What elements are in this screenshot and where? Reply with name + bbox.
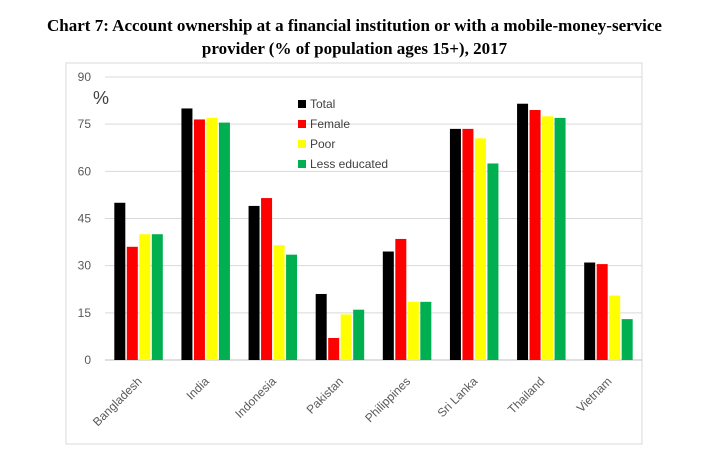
- bar: [395, 238, 407, 360]
- x-category-label: Sri Lanka: [435, 374, 481, 420]
- x-category-label: Vietnam: [574, 374, 615, 415]
- chart-title-line1: Chart 7: Account ownership at a financia…: [47, 16, 662, 35]
- x-category-label: Philippines: [362, 374, 413, 425]
- bar: [474, 138, 486, 360]
- x-category-label: Pakistan: [304, 374, 346, 416]
- x-category-label: India: [184, 374, 213, 403]
- bar: [114, 202, 126, 360]
- y-tick-label: 30: [78, 259, 92, 273]
- bar: [151, 234, 163, 360]
- bar: [584, 262, 596, 360]
- legend-swatch: [298, 160, 306, 168]
- y-unit-label: %: [93, 88, 109, 108]
- bar: [609, 295, 621, 360]
- chart-frame: [65, 62, 643, 445]
- bar: [554, 117, 566, 360]
- bar: [382, 251, 394, 360]
- x-category-label: Bangladesh: [90, 374, 145, 429]
- y-tick-label: 0: [84, 353, 91, 367]
- bar: [181, 108, 193, 360]
- bar: [596, 264, 608, 360]
- x-category-label: Indonesia: [232, 374, 279, 421]
- bars: [114, 103, 633, 361]
- y-axis-ticks: 0 15 30 45 60 75 90: [78, 70, 92, 367]
- bar: [126, 246, 138, 360]
- legend-swatch: [298, 140, 306, 148]
- bar: [542, 116, 554, 360]
- y-tick-label: 60: [78, 164, 92, 178]
- legend-swatch: [298, 100, 306, 108]
- bar: [340, 314, 352, 360]
- chart-title-line2: provider (% of population ages 15+), 201…: [201, 39, 508, 58]
- bar: [407, 301, 419, 360]
- bar: [487, 163, 499, 360]
- legend-label: Poor: [310, 137, 335, 151]
- bar: [449, 128, 461, 360]
- legend-swatch: [298, 120, 306, 128]
- bar: [328, 337, 340, 360]
- bar: [517, 103, 529, 360]
- bar: [261, 198, 273, 360]
- y-tick-label: 90: [78, 70, 92, 84]
- bar: [462, 128, 474, 360]
- bar: [273, 245, 285, 360]
- bar: [206, 117, 218, 360]
- bar: [139, 234, 151, 360]
- legend-label: Less educated: [310, 157, 388, 171]
- chart-title: Chart 7: Account ownership at a financia…: [0, 14, 709, 60]
- y-tick-label: 15: [78, 306, 92, 320]
- legend: Total Female Poor Less educated: [298, 97, 388, 171]
- bar: [353, 309, 365, 360]
- y-tick-label: 45: [78, 212, 92, 226]
- bar: [248, 205, 260, 360]
- bar: [420, 301, 432, 360]
- x-axis-categories: Bangladesh India Indonesia Pakistan Philippi…: [90, 374, 615, 429]
- bar: [218, 122, 230, 360]
- legend-label: Female: [310, 117, 350, 131]
- bar: [193, 119, 205, 360]
- x-category-label: Thailand: [505, 374, 547, 416]
- bar: [315, 293, 327, 360]
- bar: [286, 254, 298, 360]
- bar: [529, 110, 541, 361]
- y-tick-label: 75: [78, 117, 92, 131]
- legend-label: Total: [310, 97, 335, 111]
- bar: [621, 319, 633, 360]
